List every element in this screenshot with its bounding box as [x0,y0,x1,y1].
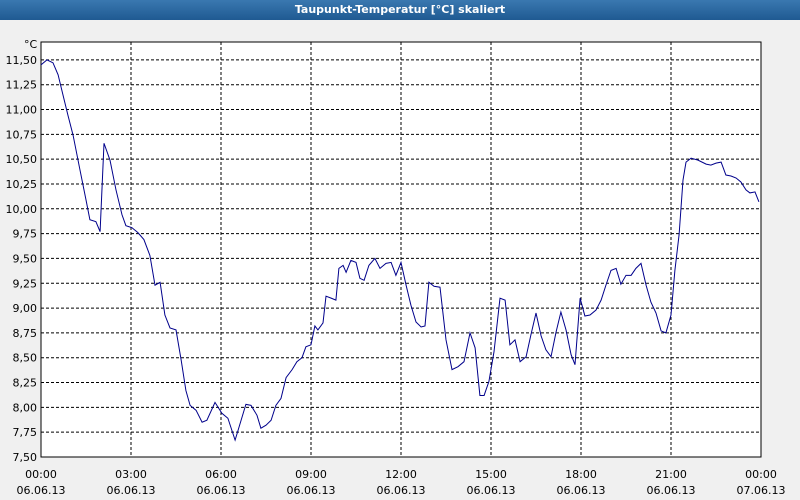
x-tick-date: 06.06.13 [557,484,606,497]
x-tick-label: 06:00 [205,468,237,481]
y-tick-label: 10,50 [6,153,38,166]
y-tick-label: 7,75 [13,426,38,439]
y-tick-label: 10,25 [6,178,38,191]
x-tick-label: 15:00 [475,468,507,481]
y-tick-label: 8,50 [13,352,38,365]
x-tick-date: 06.06.13 [377,484,426,497]
x-tick-date: 06.06.13 [197,484,246,497]
x-tick-label: 12:00 [385,468,417,481]
y-tick-label: 7,50 [13,451,38,464]
x-tick-label: 03:00 [115,468,147,481]
y-tick-label: 9,25 [13,277,38,290]
y-tick-label: 8,25 [13,377,38,390]
y-tick-label: 11,50 [6,54,38,67]
x-tick-date: 06.06.13 [467,484,516,497]
x-tick-date: 06.06.13 [647,484,696,497]
x-tick-date: 06.06.13 [107,484,156,497]
plot-border [40,41,762,458]
data-line [40,59,760,442]
title-bar: Taupunkt-Temperatur [°C] skaliert [0,0,800,20]
x-tick-date: 07.06.13 [737,484,786,497]
y-tick-label: 8,75 [13,327,38,340]
x-tick-label: 00:00 [745,468,777,481]
y-axis-unit: °C [24,38,38,51]
y-tick-label: 9,50 [13,252,38,265]
y-tick-label: 9,00 [13,302,38,315]
y-tick-label: 11,00 [6,104,38,117]
x-tick-date: 06.06.13 [17,484,66,497]
y-tick-label: 10,75 [6,128,38,141]
x-tick-label: 18:00 [565,468,597,481]
x-tick-date: 06.06.13 [287,484,336,497]
y-tick-label: 11,25 [6,79,38,92]
x-tick-label: 21:00 [655,468,687,481]
x-tick-label: 00:00 [25,468,57,481]
y-tick-label: 10,00 [6,203,38,216]
y-tick-label: 9,75 [13,228,38,241]
x-tick-label: 09:00 [295,468,327,481]
y-tick-label: 8,00 [13,401,38,414]
